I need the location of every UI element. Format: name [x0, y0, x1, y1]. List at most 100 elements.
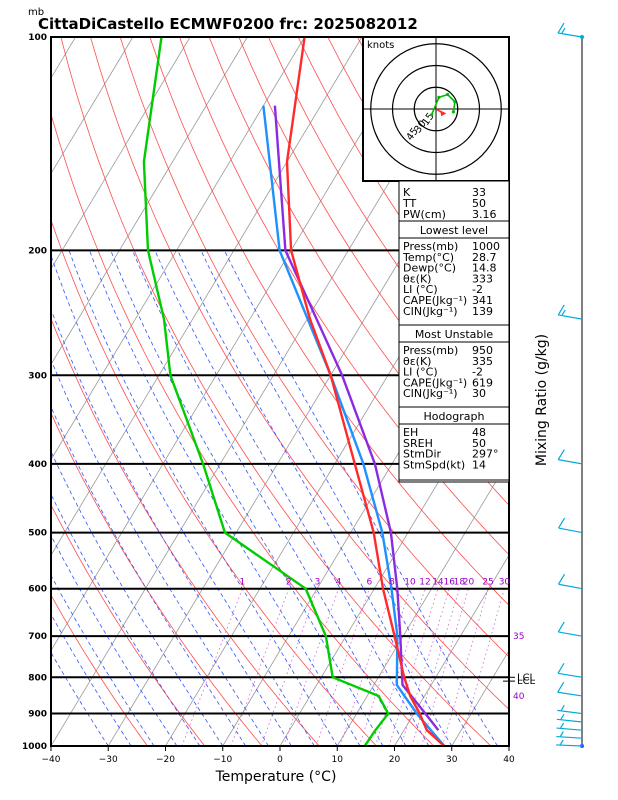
index-label: PW(cm) [403, 208, 446, 221]
profile-lines [142, 37, 446, 746]
index-value: 14.8 [472, 262, 497, 275]
mixing-ratio-label: 18 [454, 578, 466, 588]
mixing-ratio-line [230, 588, 290, 746]
mixing-ratio-label: 1 [240, 578, 246, 588]
wind-barb-feather [557, 621, 565, 633]
wind-barbs [556, 22, 584, 748]
theta-e-label: 40 [513, 692, 525, 702]
y-axis-title: Mixing Ratio (g/kg) [534, 334, 550, 466]
wind-barb-shaft [556, 727, 583, 731]
indices-section-header: Most Unstable [415, 328, 494, 341]
mixing-ratio-label: 10 [404, 578, 416, 588]
index-value: -2 [472, 366, 483, 379]
indices-section-box [398, 406, 510, 481]
wind-barb [556, 739, 583, 747]
wind-barb-feather [557, 449, 565, 460]
wind-barb [557, 681, 583, 697]
isotherm-line [51, 37, 76, 79]
x-tick-label: 10 [332, 755, 344, 765]
dry-adiabat-line [595, 37, 618, 761]
background-reference-lines [0, 37, 618, 761]
index-label: Press(mb) [403, 240, 458, 253]
index-value: 950 [472, 344, 493, 357]
mixing-ratio-label: 6 [366, 578, 372, 588]
chart-title: CittaDiCastello ECMWF0200 frc: 202508201… [38, 15, 418, 33]
index-label: CIN(Jkg⁻¹) [403, 305, 458, 318]
index-label: StmDir [403, 448, 442, 461]
pressure-tick-label: 900 [28, 710, 47, 720]
index-value: 297° [472, 448, 499, 461]
wind-barb-shaft [556, 744, 583, 747]
pressure-tick-label: 700 [28, 632, 47, 642]
wind-barb-shaft [558, 459, 583, 465]
pressure-tick-label: 600 [28, 585, 47, 595]
isotherm-line [557, 37, 618, 761]
isotherm-line [508, 745, 509, 746]
lcl-label: LCL [517, 672, 536, 683]
x-tick-label: −30 [99, 755, 118, 765]
dry-adiabat-line [51, 412, 263, 746]
wind-barb-feather [557, 681, 565, 693]
isotherm-line [0, 37, 18, 761]
dry-adiabat-line [505, 37, 509, 43]
dry-adiabat-line [179, 37, 509, 556]
index-value: 619 [472, 376, 493, 389]
index-value: 335 [472, 355, 493, 368]
index-label: EH [403, 426, 418, 439]
pressure-tick-label: 300 [28, 371, 47, 381]
mixing-ratio-label: 8 [389, 578, 395, 588]
index-label: SREH [403, 437, 433, 450]
pressure-tick-label: 800 [28, 673, 47, 683]
theta-e-label: 35 [513, 632, 524, 642]
x-tick-label: −20 [156, 755, 175, 765]
mixing-ratio-line [358, 588, 411, 746]
indices-section-header: Hodograph [424, 410, 485, 423]
dry-adiabat-line [51, 219, 378, 746]
mixing-ratio-label: 3 [315, 578, 321, 588]
parcel_surface-line [262, 105, 446, 746]
mixing-ratio-line [339, 588, 393, 746]
index-label: StmSpd(kt) [403, 458, 465, 471]
wind-barb [557, 621, 583, 637]
wind-barb-half-feather [561, 27, 566, 34]
mixing-ratio-line [411, 588, 460, 746]
moist-adiabat-line [223, 250, 498, 746]
moist-adiabat-line [51, 450, 224, 746]
dry-adiabat-line [208, 37, 509, 506]
moist-adiabat-line [51, 651, 109, 746]
parcel_most_unstable-line [273, 105, 440, 731]
isotherm-line [51, 37, 305, 461]
wind-barb [557, 663, 583, 678]
wind-barb-shaft [558, 583, 583, 590]
mixing-ratio-label: 2 [286, 578, 292, 588]
mixing-ratio-label: 30 [499, 578, 511, 588]
mixing-ratio-line [315, 588, 370, 746]
pressure-tick-label: 400 [28, 460, 47, 470]
isotherm-line [165, 172, 509, 746]
index-value: 14 [472, 458, 486, 471]
isotherm-line [51, 37, 363, 556]
indices-table-frame [398, 180, 510, 483]
index-label: Dewp(°C) [403, 262, 456, 275]
wind-barb-shaft [557, 709, 583, 715]
index-value: -2 [472, 283, 483, 296]
wind-barb-shaft [557, 672, 583, 678]
index-value: 1000 [472, 240, 500, 253]
x-tick-label: 40 [503, 755, 515, 765]
wind-barb-half-feather [560, 713, 565, 720]
temperature-axis: −40 −30 −20 −10 0 10 20 30 40 [42, 746, 515, 765]
index-label: θε(K) [403, 355, 431, 368]
wind-barb-feather [558, 573, 566, 585]
index-label: Temp(°C) [402, 251, 454, 264]
index-value: 33 [472, 186, 486, 199]
wind-barb [557, 22, 583, 38]
wind-barb-shaft [556, 718, 583, 723]
mixing-ratio-line [260, 588, 318, 746]
pressure-unit-label: mb [28, 7, 44, 18]
moist-adiabat-line [51, 254, 315, 746]
moist-adiabat-line [51, 308, 292, 746]
hodograph-point [430, 113, 434, 117]
wind-barb-half-feather [559, 739, 564, 746]
